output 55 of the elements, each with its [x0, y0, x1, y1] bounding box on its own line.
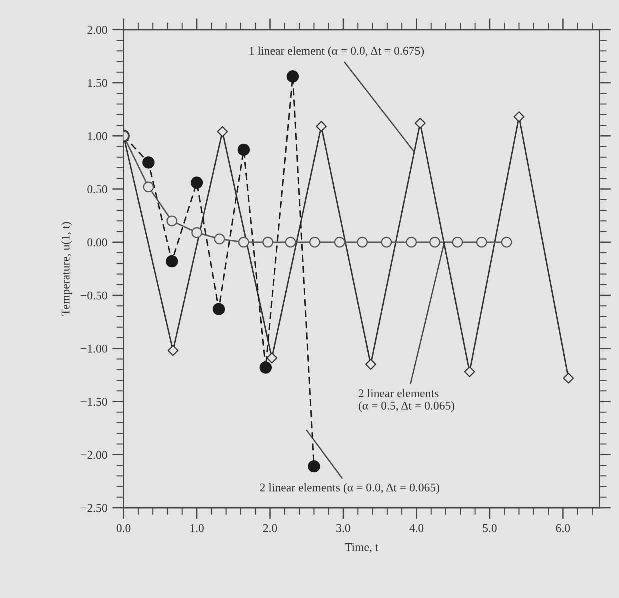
y-tick-label: 0.50 — [88, 186, 108, 194]
y-tick-label: −1.00 — [81, 344, 108, 353]
point — [260, 362, 272, 374]
y-tick-label: −2.50 — [81, 504, 108, 512]
point — [285, 236, 296, 248]
point — [310, 236, 320, 248]
point — [308, 460, 320, 473]
y-tick-label: −2.00 — [81, 451, 108, 460]
point — [212, 303, 226, 316]
point — [414, 118, 426, 129]
point — [142, 156, 155, 169]
point — [143, 182, 154, 193]
point — [334, 236, 346, 248]
point — [266, 352, 278, 364]
point — [452, 236, 464, 248]
point — [238, 236, 250, 248]
point — [214, 234, 226, 245]
point — [166, 255, 178, 268]
annotation: 1 linear element (α = 0.0, Δt = 0.675) — [250, 46, 424, 58]
y-tick-label: 2.00 — [88, 26, 108, 34]
point — [262, 236, 274, 248]
point — [514, 112, 525, 122]
point — [286, 70, 300, 83]
point — [166, 216, 178, 227]
point — [357, 236, 368, 248]
point — [501, 236, 512, 248]
x-tick-label: 6.0 — [556, 524, 570, 532]
point — [381, 236, 392, 248]
point — [217, 126, 228, 138]
point — [190, 176, 204, 189]
y-tick-label: 1.00 — [88, 132, 108, 140]
x-tick-label: 0.0 — [116, 524, 131, 532]
point — [563, 372, 574, 384]
point — [365, 359, 376, 370]
x-tick-label: 3.0 — [336, 524, 350, 532]
point — [476, 236, 488, 248]
point — [316, 121, 327, 132]
annotation: 2 linear elements (α = 0.5, Δt = 0.065) — [358, 389, 455, 412]
point — [464, 366, 476, 378]
x-axis-title: Time, t — [345, 543, 379, 554]
x-tick-label: 5.0 — [483, 524, 497, 532]
y-tick-label: −0.50 — [81, 292, 108, 300]
point — [406, 236, 418, 248]
x-tick-label: 1.0 — [190, 524, 204, 532]
y-tick-label: 0.00 — [88, 238, 108, 247]
x-tick-label: 2.0 — [263, 524, 278, 532]
y-tick-label: −1.50 — [81, 398, 108, 406]
point — [192, 227, 202, 238]
y-tick-label: 1.50 — [88, 79, 108, 88]
annotation: 2 linear elements (α = 0.0, Δt = 0.065) — [260, 483, 440, 494]
y-axis-title: Temperature, u(1, t) — [61, 222, 72, 316]
x-tick-label: 4.0 — [410, 524, 424, 532]
point — [238, 144, 250, 156]
point — [168, 345, 179, 356]
point — [430, 236, 440, 248]
